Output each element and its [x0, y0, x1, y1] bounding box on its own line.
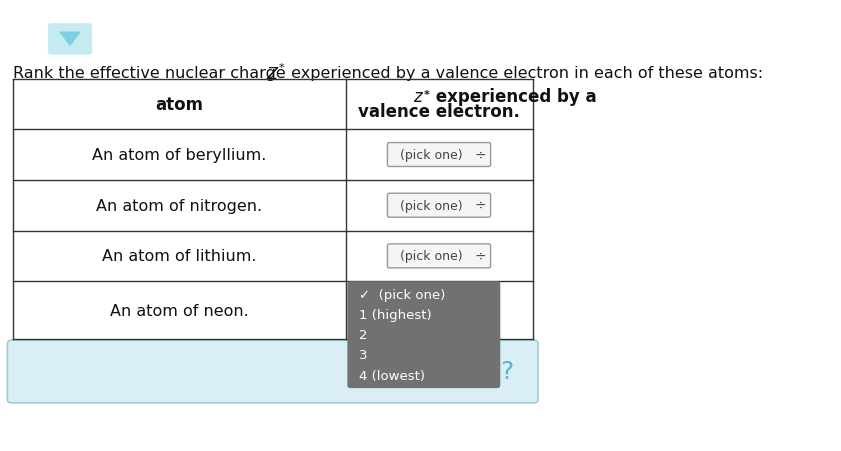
FancyBboxPatch shape [388, 143, 490, 167]
Text: 3: 3 [359, 349, 368, 362]
FancyBboxPatch shape [347, 281, 500, 388]
Text: (pick one): (pick one) [400, 199, 463, 212]
Text: An atom of nitrogen.: An atom of nitrogen. [96, 198, 262, 213]
Text: valence electron.: valence electron. [358, 103, 520, 121]
Text: (pick one): (pick one) [400, 250, 463, 263]
Text: experienced by a: experienced by a [430, 88, 596, 106]
FancyBboxPatch shape [388, 244, 490, 268]
Text: $\it{Z}$: $\it{Z}$ [267, 65, 280, 82]
Text: ?: ? [500, 360, 513, 384]
Text: 2: 2 [359, 328, 368, 341]
Text: An atom of neon.: An atom of neon. [110, 303, 249, 318]
Text: (pick one): (pick one) [400, 149, 463, 161]
Text: An atom of lithium.: An atom of lithium. [102, 249, 257, 264]
Text: *: * [278, 63, 284, 73]
Text: An atom of beryllium.: An atom of beryllium. [92, 147, 267, 163]
Text: 4 (lowest): 4 (lowest) [359, 369, 426, 382]
Text: experienced by a valence electron in each of these atoms:: experienced by a valence electron in eac… [286, 65, 763, 81]
Text: ✓  (pick one): ✓ (pick one) [359, 288, 446, 301]
FancyBboxPatch shape [8, 341, 538, 403]
Text: $\mathbf{\it{z}}$: $\mathbf{\it{z}}$ [413, 88, 425, 106]
FancyBboxPatch shape [48, 24, 93, 55]
Text: ÷: ÷ [474, 148, 486, 162]
Text: Rank the effective nuclear charge: Rank the effective nuclear charge [13, 65, 291, 81]
Text: 1 (highest): 1 (highest) [359, 308, 432, 321]
Text: ÷: ÷ [474, 199, 486, 213]
Text: ÷: ÷ [474, 249, 486, 263]
Text: atom: atom [156, 96, 204, 114]
Text: $\mathbf{*}$: $\mathbf{*}$ [423, 87, 431, 98]
FancyBboxPatch shape [388, 194, 490, 218]
Polygon shape [59, 32, 81, 47]
